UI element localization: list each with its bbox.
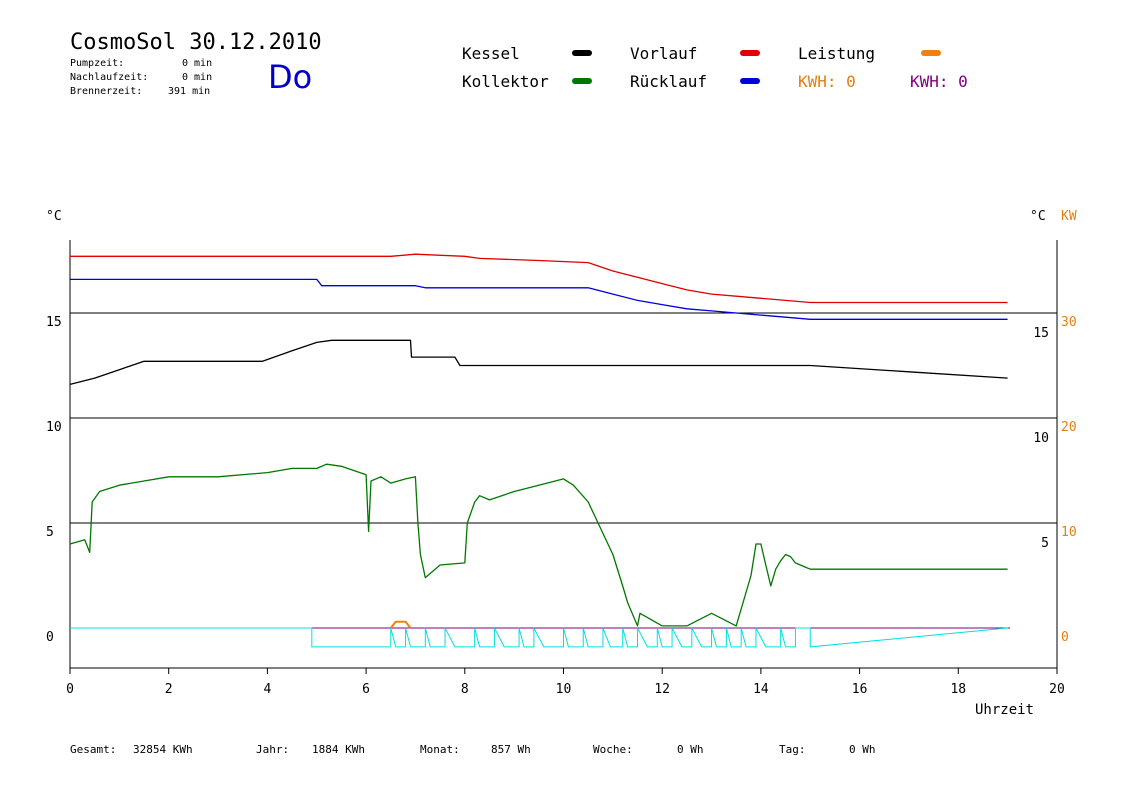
series-ruecklauf [70,278,1008,320]
legend-leistung-swatch [921,50,941,56]
left-tick-label-15: 15 [46,315,62,330]
x-tick-label-6: 6 [362,682,370,697]
legend-kessel-swatch [572,50,592,56]
legend-kessel-label: Kessel [462,44,520,63]
x-tick-label-10: 10 [556,682,572,697]
footer-monat-label: Monat: [420,743,460,756]
x-tick-label-20: 20 [1049,682,1065,697]
footer-gesamt-label: Gesamt: [70,743,117,756]
stat-label-pumpzeit: Pumpzeit: [70,58,125,69]
left-axis-unit: °C [46,209,62,224]
stat-label-brennerzeit: Brennerzeit: [70,86,143,97]
x-tick-label-0: 0 [66,682,74,697]
x-tick-label-14: 14 [753,682,769,697]
legend-ruecklauf-label: Rücklauf [630,72,708,91]
legend-kollektor-swatch [572,78,592,84]
x-axis-label: Uhrzeit [975,702,1034,718]
stat-value-brennerzeit: 391 min [168,86,211,97]
weekday-label: Do [268,58,313,96]
x-tick-label-16: 16 [852,682,868,697]
series-layer [69,253,1010,648]
x-tick-label-2: 2 [165,682,173,697]
legend-kwh-orange: KWH: 0 [798,72,856,91]
footer-tag-label: Tag: [779,743,806,756]
series-kessel [69,339,1008,386]
right-axis-kw-unit: KW [1061,209,1077,224]
legend-kollektor-label: Kollektor [462,72,549,91]
axes-layer [69,240,1058,674]
footer-woche-label: Woche: [593,743,633,756]
right-inner-tick-label-5: 5 [1041,536,1049,551]
left-tick-label-5: 5 [46,525,54,540]
stat-label-nachlaufzeit: Nachlaufzeit: [70,72,149,83]
series-leistung [390,620,412,629]
grid-layer [70,312,1057,524]
right-kw-tick-label-0: 0 [1061,630,1069,645]
right-kw-tick-label-20: 20 [1061,420,1077,435]
stat-value-nachlaufzeit: 0 min [182,72,213,83]
series-vorlauf [70,253,1008,304]
legend-ruecklauf-swatch [740,78,760,84]
x-tick-label-4: 4 [263,682,271,697]
footer-monat-value: 857 Wh [491,743,531,756]
right-inner-tick-label-15: 15 [1033,326,1049,341]
x-tick-label-8: 8 [461,682,469,697]
footer-woche-value: 0 Wh [677,743,704,756]
chart-title: CosmoSol 30.12.2010 [70,30,322,55]
left-tick-label-10: 10 [46,420,62,435]
status-trace [70,627,1008,648]
left-tick-label-0: 0 [46,630,54,645]
legend-leistung-label: Leistung [798,44,876,63]
legend-vorlauf-swatch [740,50,760,56]
series-kollektor [69,463,1008,627]
footer-gesamt-value: 32854 KWh [133,743,193,756]
x-tick-label-18: 18 [950,682,966,697]
labels-layer: 0 2 4 6 8 10 12 14 16 18 20 Uhrzeit °C 0 5 10 15 5 10 15 °C K… [46,209,1077,718]
legend-vorlauf-label: Vorlauf [630,44,698,63]
footer-jahr-value: 1884 KWh [312,743,365,756]
stat-value-pumpzeit: 0 min [182,58,213,69]
footer-jahr-label: Jahr: [256,743,290,756]
right-kw-tick-label-30: 30 [1061,315,1077,330]
legend-kwh-purple: KWH: 0 [910,72,968,91]
footer-tag-value: 0 Wh [849,743,876,756]
x-tick-label-12: 12 [654,682,670,697]
right-inner-tick-label-10: 10 [1033,431,1049,446]
right-kw-tick-label-10: 10 [1061,525,1077,540]
right-axis-unit: °C [1030,209,1046,224]
